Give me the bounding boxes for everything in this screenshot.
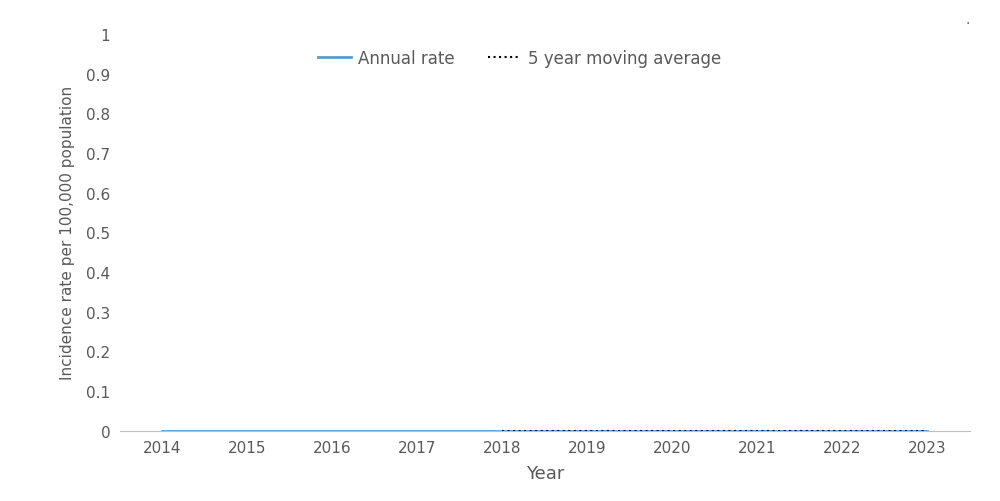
X-axis label: Year: Year bbox=[526, 464, 564, 482]
Text: .: . bbox=[966, 13, 970, 27]
Legend: Annual rate, 5 year moving average: Annual rate, 5 year moving average bbox=[311, 44, 728, 75]
Y-axis label: Incidence rate per 100,000 population: Incidence rate per 100,000 population bbox=[60, 86, 75, 380]
